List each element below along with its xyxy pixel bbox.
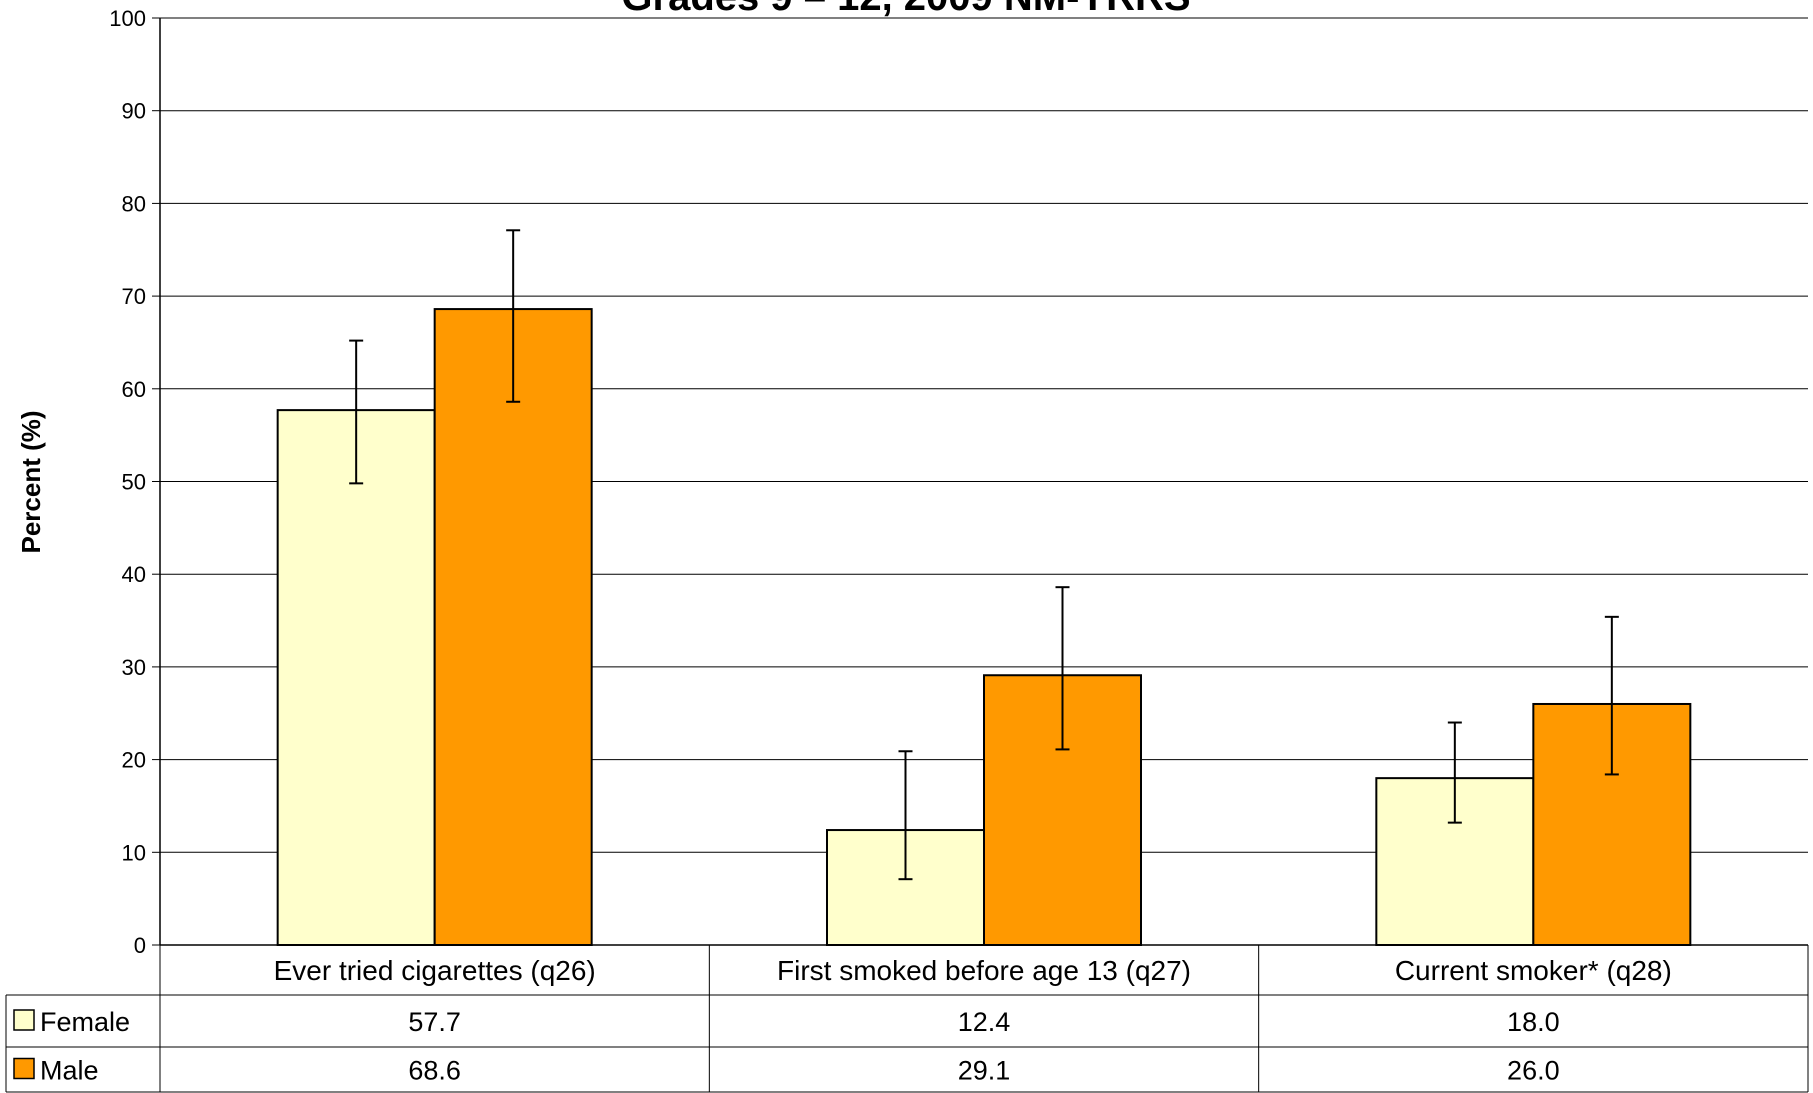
legend-swatch-male xyxy=(13,1057,35,1080)
table-value: 18.0 xyxy=(1507,1007,1560,1037)
y-tick-label: 0 xyxy=(134,933,146,958)
error-bars xyxy=(349,229,1619,881)
table-value: 29.1 xyxy=(958,1056,1011,1086)
y-tick-label: 50 xyxy=(122,470,146,495)
bars xyxy=(276,308,1692,947)
y-tick-label: 10 xyxy=(122,840,146,865)
x-category-label: First smoked before age 13 (q27) xyxy=(777,955,1191,986)
bar-male xyxy=(433,308,593,946)
legend-label: Male xyxy=(40,1056,99,1086)
y-tick-label: 70 xyxy=(122,284,146,309)
table-value: 26.0 xyxy=(1507,1056,1560,1086)
y-tick-label: 40 xyxy=(122,562,146,587)
chart-title: Grades 9 – 12, 2009 NM-YRRS xyxy=(621,0,1190,19)
y-tick-label: 100 xyxy=(109,6,146,31)
x-category-label: Ever tried cigarettes (q26) xyxy=(274,955,596,986)
legend-label: Female xyxy=(40,1007,130,1037)
bar-female xyxy=(276,409,436,947)
x-category-label: Current smoker* (q28) xyxy=(1395,955,1672,986)
y-tick-label: 90 xyxy=(122,99,146,124)
y-tick-label: 30 xyxy=(122,655,146,680)
y-tick-label: 80 xyxy=(122,191,146,216)
legend-swatch-female xyxy=(13,1009,35,1031)
y-axis-title: Percent (%) xyxy=(16,410,46,553)
data-table: Ever tried cigarettes (q26) First smoked … xyxy=(5,945,1809,1093)
axes: 0 10 20 30 40 50 60 70 80 90 100 xyxy=(109,6,1808,958)
table-value: 57.7 xyxy=(408,1007,461,1037)
table-value: 68.6 xyxy=(408,1056,461,1086)
table-value: 12.4 xyxy=(958,1007,1011,1037)
y-tick-label: 60 xyxy=(122,377,146,402)
y-tick-label: 20 xyxy=(122,748,146,773)
